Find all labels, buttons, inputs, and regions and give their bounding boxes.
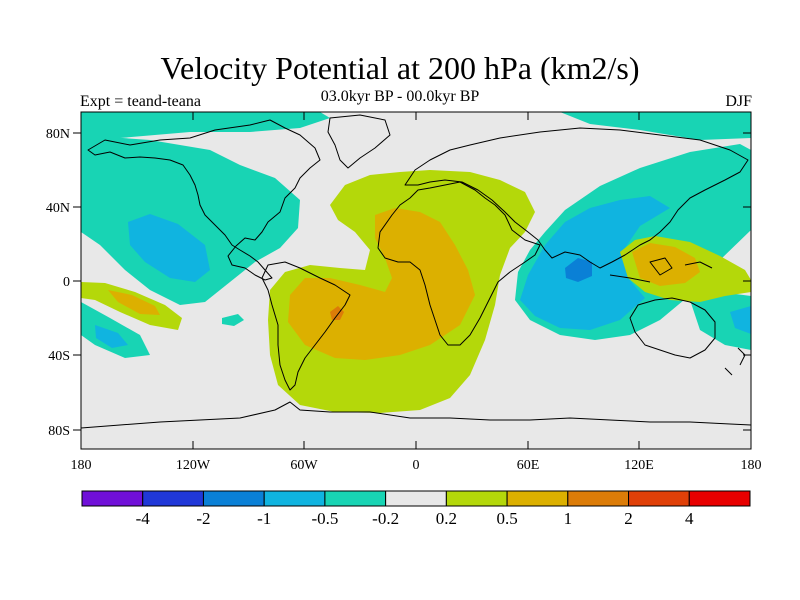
europe-africa-coast	[377, 181, 541, 346]
lon-tick-label: 180	[741, 458, 762, 473]
arctic-negative	[81, 112, 330, 140]
colorbar-label: 0.2	[436, 509, 457, 528]
lat-tick-label: 40N	[46, 201, 70, 216]
colorbar-label: -4	[136, 509, 151, 528]
north-pacific-negative	[81, 135, 300, 305]
arctic-asia-negative	[560, 112, 751, 140]
map-field	[81, 112, 751, 449]
pacific-tropical-core	[108, 290, 160, 315]
colorbar-swatch	[506, 490, 569, 507]
colorbar-label: -1	[257, 509, 271, 528]
south-atlantic-small-negative	[222, 314, 244, 326]
coastlines	[81, 114, 751, 429]
indian-ocean-deep-core	[565, 258, 592, 282]
maritime-continent-core	[632, 243, 700, 286]
lat-tick-label: 0	[63, 275, 70, 290]
plot-subtitle: 03.0kyr BP - 00.0kyr BP	[320, 88, 480, 105]
australia-coast	[629, 297, 716, 359]
antarctica-coast	[81, 401, 751, 429]
colorbar-swatch	[142, 490, 204, 507]
lon-tick-label: 120W	[176, 458, 211, 473]
indian-ocean-core	[520, 196, 670, 330]
colorbar-label: -2	[196, 509, 210, 528]
experiment-label: Expt = teand-teana	[80, 93, 201, 110]
colorbar-swatch	[628, 490, 690, 507]
colorbar-swatch	[324, 490, 387, 507]
south-america-max-positive	[330, 306, 344, 320]
eurasia-coast	[404, 127, 749, 269]
colorbar-label: -0.5	[311, 509, 338, 528]
australia-east-negative	[690, 292, 751, 350]
negative-anomalies	[81, 112, 751, 358]
season-label: DJF	[725, 93, 752, 110]
colorbar-swatch	[81, 490, 144, 507]
lon-tick-label: 180	[71, 458, 92, 473]
longitude-axis: 180 120W 60W 0 60E 120E 180	[71, 112, 762, 473]
greenland-coast	[327, 114, 391, 169]
colorbar-swatch	[385, 490, 447, 507]
plot-title: Velocity Potential at 200 hPa (km2/s)	[160, 50, 640, 86]
south-america-coast	[261, 261, 351, 391]
latitude-axis: 80N 40N 0 40S 80S	[46, 127, 751, 439]
colorbar-swatch	[445, 490, 508, 507]
north-america-coast	[87, 119, 321, 281]
colorbar-label: 0.5	[496, 509, 517, 528]
indonesia-islands	[609, 257, 713, 283]
lon-tick-label: 0	[413, 458, 420, 473]
lat-tick-label: 40S	[48, 349, 70, 364]
lon-tick-label: 60W	[290, 458, 318, 473]
colorbar-swatch	[567, 490, 630, 507]
lat-tick-label: 80S	[48, 424, 70, 439]
colorbar-swatch	[202, 490, 265, 507]
colorbar-label: -0.2	[372, 509, 399, 528]
australia-east-core	[730, 306, 751, 334]
colorbar-swatch	[263, 490, 326, 507]
north-pacific-core	[128, 214, 210, 282]
lon-tick-label: 120E	[624, 458, 654, 473]
colorbar-label: 2	[624, 509, 633, 528]
lat-tick-label: 80N	[46, 127, 70, 142]
colorbar-label: 4	[685, 509, 694, 528]
colorbar: -4 -2 -1 -0.5 -0.2 0.2 0.5 1 2 4	[81, 490, 751, 528]
colorbar-swatch	[688, 490, 751, 507]
south-pacific-core	[95, 325, 128, 348]
lon-tick-label: 60E	[517, 458, 540, 473]
colorbar-label: 1	[564, 509, 573, 528]
positive-anomalies	[81, 170, 751, 413]
south-pacific-negative	[81, 302, 150, 358]
africa-core-positive	[288, 208, 475, 360]
